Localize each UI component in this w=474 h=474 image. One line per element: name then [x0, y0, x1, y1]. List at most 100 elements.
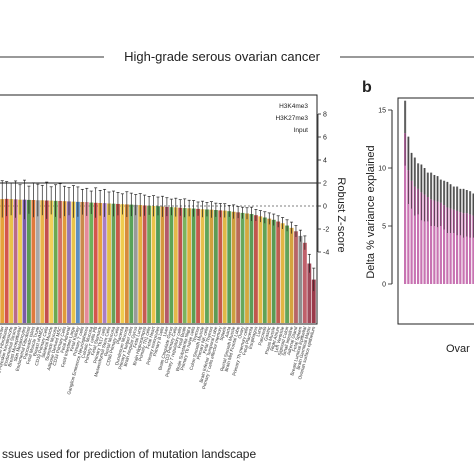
bar — [449, 208, 452, 284]
bar — [169, 207, 174, 323]
bar — [289, 227, 294, 323]
bar — [89, 202, 94, 323]
panel-a-y-axis-label: Robust Z-score — [335, 177, 347, 252]
bar — [285, 225, 289, 323]
bar — [436, 201, 439, 284]
bar — [262, 217, 267, 323]
panel-b-label: b — [362, 79, 372, 96]
bar — [53, 200, 58, 323]
panel-a-y-axis: 8 6 4 2 0 -2 -4 — [317, 112, 329, 257]
bar — [75, 201, 80, 323]
bar — [404, 133, 407, 284]
bar — [49, 200, 54, 323]
bar — [196, 208, 200, 323]
x-tick-label: Fetal Adrenal — [60, 326, 72, 353]
bar — [93, 202, 98, 323]
x-tick-label: Thymus — [191, 325, 200, 343]
x-tick-label: Lung — [255, 326, 263, 338]
bar — [227, 211, 232, 323]
bar — [209, 209, 214, 323]
bar — [4, 198, 9, 323]
bar — [456, 210, 459, 284]
bar — [120, 204, 125, 323]
x-tick-label: Left Ventricle — [273, 326, 285, 353]
bar — [267, 218, 272, 323]
bar — [407, 170, 410, 284]
bar — [298, 235, 303, 323]
bar — [124, 204, 129, 323]
bar — [58, 200, 63, 323]
bar — [249, 214, 254, 323]
legend-entry: H3K27me3 — [275, 115, 308, 122]
bar — [178, 207, 183, 323]
x-tick-label: Spleen — [219, 326, 228, 342]
x-tick-label: Liver — [162, 326, 170, 337]
panel-b-y-axis-label: Delta % variance explained — [365, 145, 377, 278]
bar — [420, 192, 423, 284]
bar — [27, 199, 31, 323]
bar — [417, 188, 420, 284]
bar — [443, 205, 446, 284]
bar — [191, 208, 196, 323]
panel-a-frame — [0, 94, 318, 325]
bar — [116, 203, 120, 323]
bar — [205, 209, 209, 323]
bar — [13, 199, 18, 323]
bar — [107, 203, 111, 323]
panel-a-bars — [0, 179, 316, 323]
bar — [102, 203, 107, 323]
bar — [111, 203, 116, 323]
bar — [18, 199, 22, 323]
bar — [0, 199, 5, 323]
bar — [182, 208, 187, 323]
bar — [423, 194, 426, 284]
bar — [465, 213, 468, 284]
bar — [446, 207, 449, 284]
bar — [253, 215, 258, 323]
tick-label: 5 — [382, 224, 386, 231]
tick-label: -4 — [323, 250, 329, 257]
x-tick-label: Placenta — [115, 326, 125, 345]
bar — [62, 201, 67, 323]
x-tick-label: Fetal Kidney — [69, 325, 81, 352]
bar — [276, 221, 281, 323]
bar — [80, 201, 85, 323]
bar — [40, 200, 45, 323]
tick-label: 10 — [378, 166, 386, 173]
bar — [410, 180, 413, 284]
x-tick-label: Aorta — [224, 326, 232, 338]
bar — [138, 205, 143, 323]
x-tick-label: Pancreas — [257, 325, 267, 346]
bar — [307, 263, 312, 323]
bar — [160, 206, 165, 323]
bar — [156, 206, 160, 323]
bar — [462, 213, 465, 284]
bar — [294, 231, 298, 323]
legend-entry: Input — [294, 127, 309, 134]
bar — [469, 214, 472, 284]
bar — [231, 211, 236, 323]
bar — [22, 199, 27, 323]
bar — [173, 207, 178, 323]
bar — [433, 200, 436, 284]
bar — [236, 212, 241, 323]
x-tick-label: Esophagus — [248, 325, 259, 349]
bar — [459, 212, 462, 284]
bar — [147, 205, 152, 323]
bar — [187, 208, 192, 323]
x-tick-label: Gastric — [263, 325, 272, 341]
bar — [240, 212, 245, 323]
bar — [302, 242, 307, 323]
tick-label: 4 — [323, 158, 327, 165]
bar — [67, 201, 71, 323]
bar — [151, 206, 156, 323]
bar — [129, 204, 134, 323]
bar — [142, 205, 147, 323]
panel-b-y-axis: 0 5 10 15 — [378, 108, 392, 289]
bar — [44, 200, 49, 323]
bar — [426, 197, 429, 284]
bar — [452, 209, 455, 284]
x-tick-label: Fetal Spleen — [291, 326, 303, 353]
bar — [213, 210, 218, 323]
